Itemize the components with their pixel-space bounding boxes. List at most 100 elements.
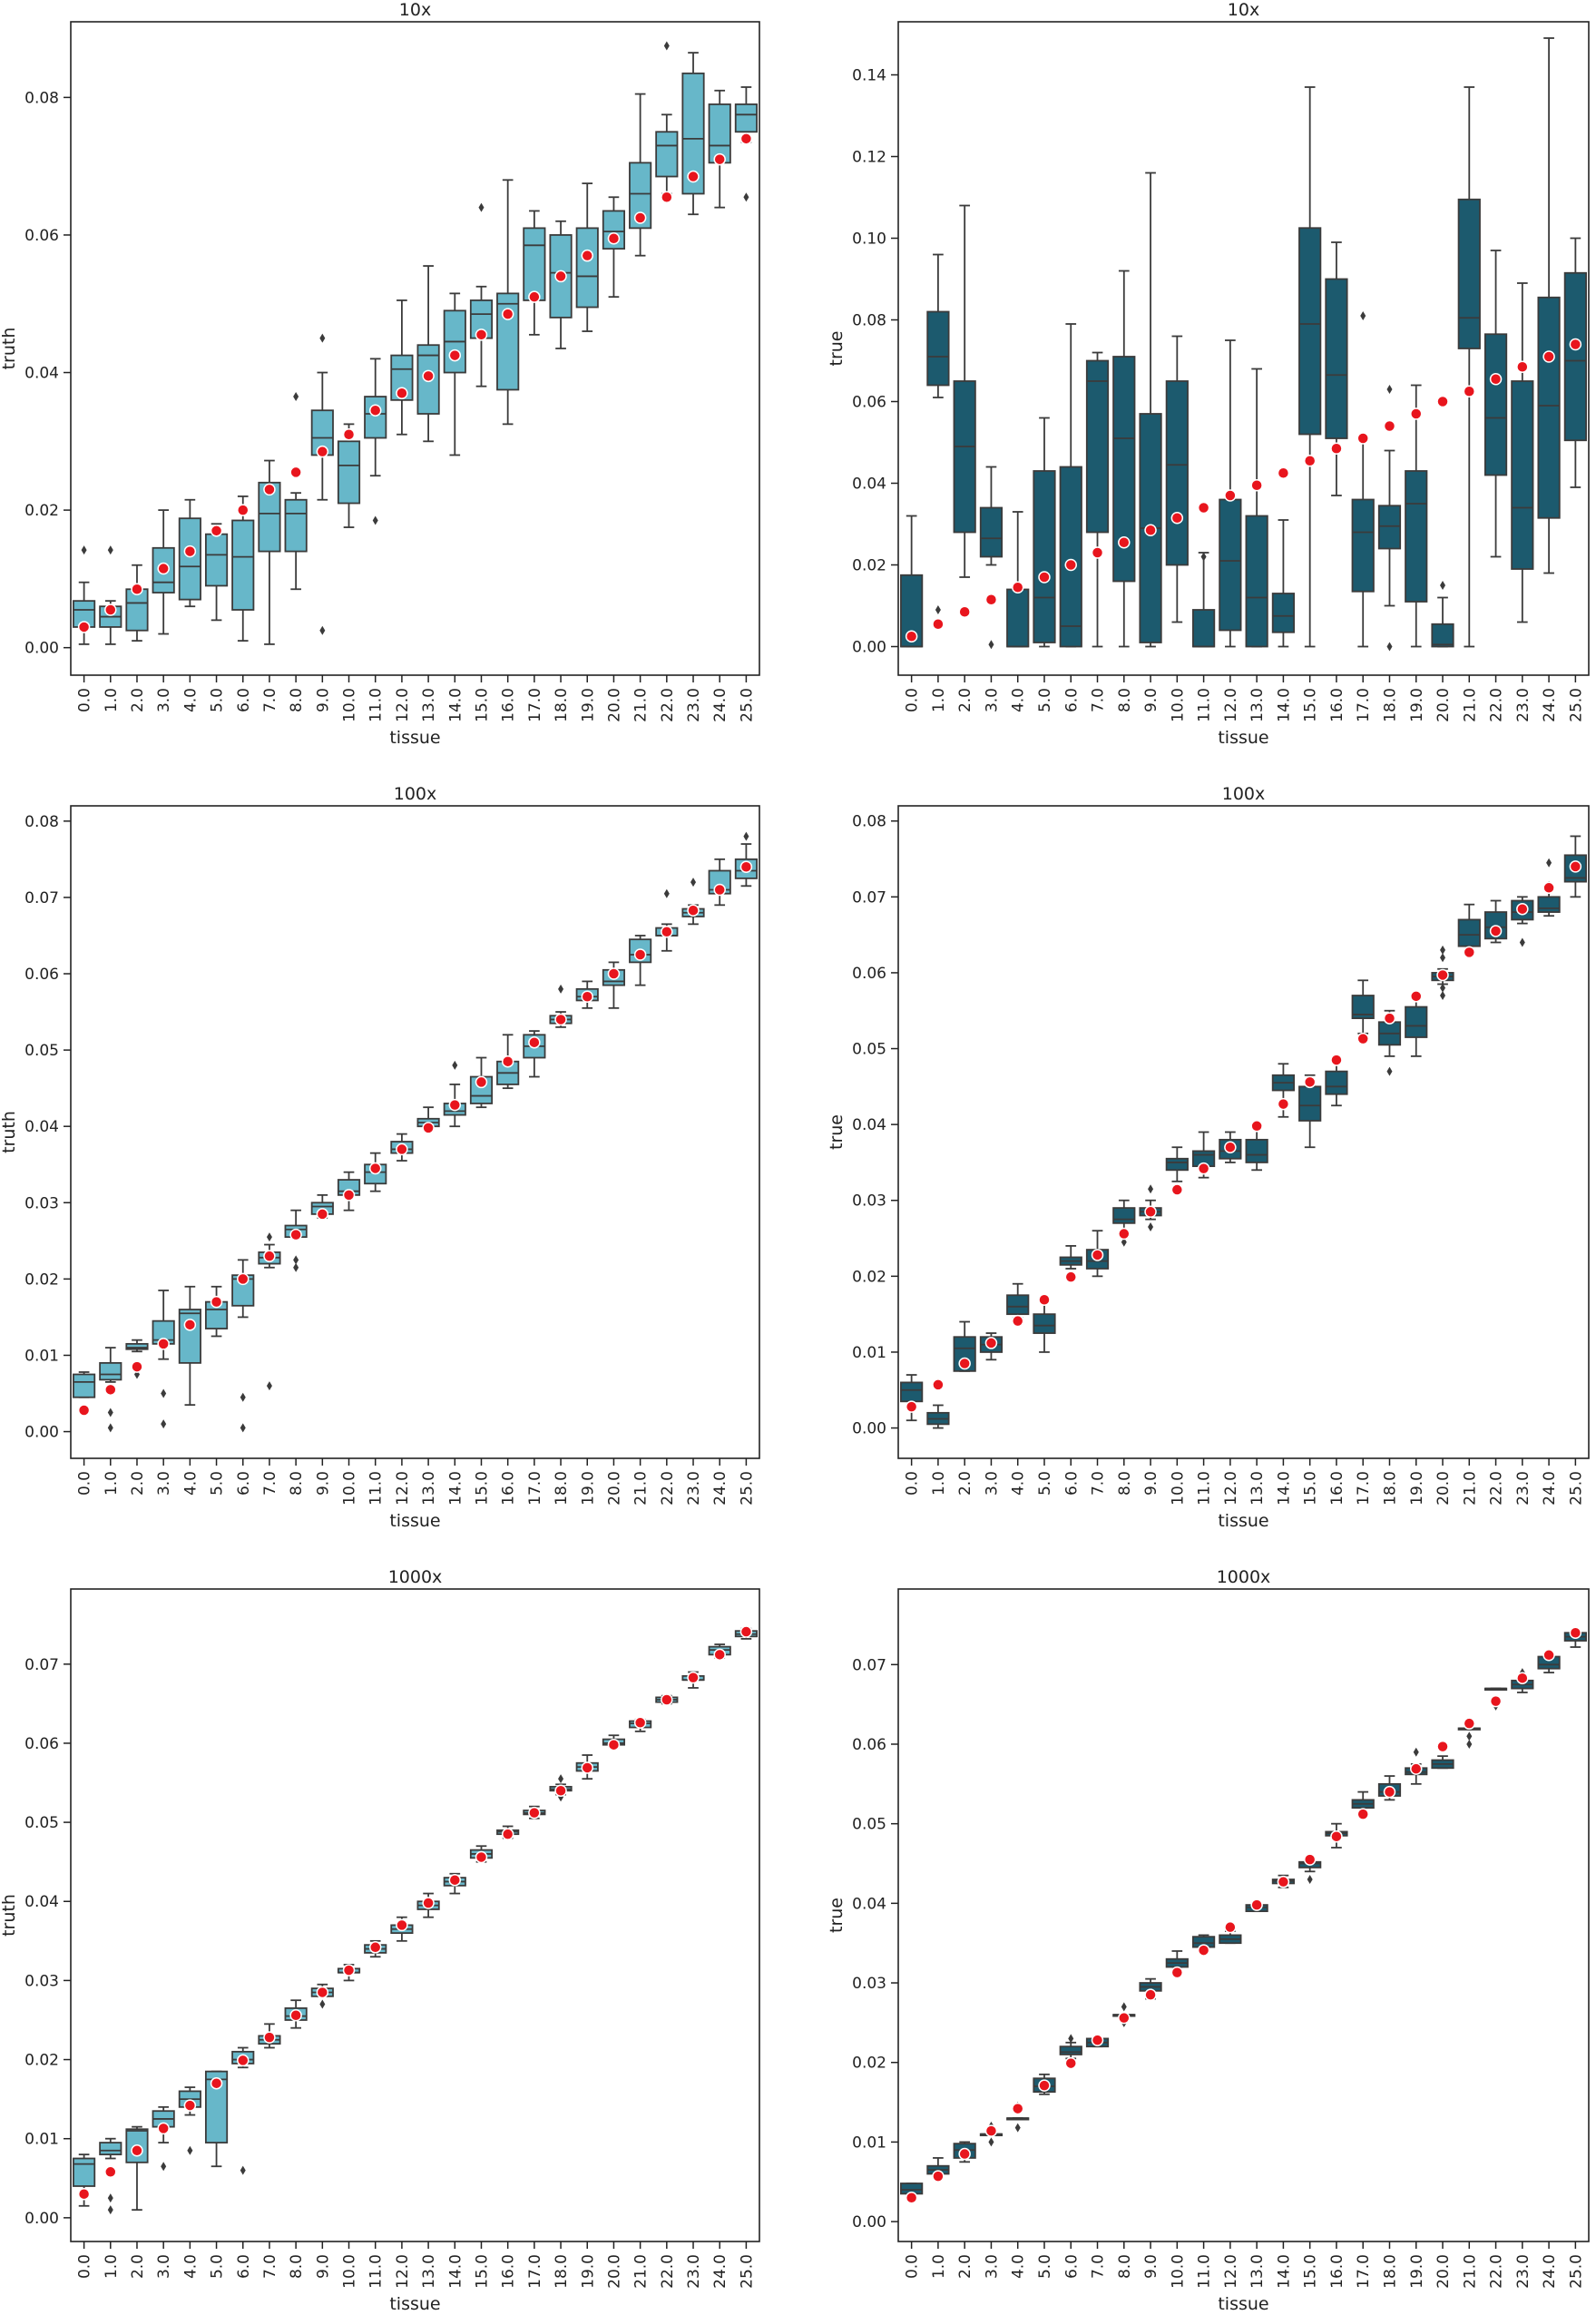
x-tick-label: 8.0 [1116, 688, 1134, 712]
box-0.0 [73, 1371, 96, 1398]
mean-marker [633, 211, 647, 224]
x-tick-label: 11.0 [1196, 2254, 1214, 2289]
box-iqr [1112, 1207, 1136, 1224]
box-17.0 [1351, 311, 1375, 648]
x-tick-label: 15.0 [473, 2254, 491, 2289]
outlier-point [988, 2137, 994, 2147]
mean-marker [958, 1357, 971, 1370]
x-tick-label: 4.0 [181, 688, 200, 712]
box-iqr [1033, 1313, 1056, 1334]
box-4.0 [1006, 1282, 1030, 1319]
box-iqr [1245, 1138, 1268, 1163]
y-tick-label: 0.02 [852, 2055, 886, 2073]
x-tick-label: 19.0 [579, 688, 597, 722]
outlier-point [293, 1255, 299, 1265]
x-tick-label: 11.0 [1196, 688, 1214, 722]
y-tick-label: 0.07 [24, 889, 59, 907]
box-iqr [73, 2157, 96, 2187]
mean-marker [396, 1143, 408, 1156]
box-iqr [73, 1373, 96, 1398]
mean-marker [1303, 455, 1317, 467]
box-iqr [1219, 498, 1242, 632]
x-tick-label: 4.0 [181, 1471, 200, 1496]
x-axis-title: tissue [1218, 2294, 1268, 2314]
x-tick-label: 24.0 [711, 2254, 729, 2289]
y-tick-label: 0.02 [24, 502, 59, 520]
mean-marker [237, 1272, 250, 1286]
outlier-point [1546, 858, 1552, 868]
box-7.0 [1085, 351, 1110, 648]
x-tick-label: 13.0 [1248, 2254, 1267, 2289]
x-tick-label: 21.0 [1461, 688, 1479, 722]
x-tick-label: 5.0 [1036, 688, 1054, 712]
mean-marker [905, 630, 918, 643]
outlier-point [187, 2145, 193, 2155]
outlier-point [663, 888, 670, 898]
box-iqr [1325, 278, 1348, 439]
y-axis-title: truth [0, 1894, 19, 1937]
x-tick-label: 20.0 [605, 2254, 623, 2289]
y-tick-label: 0.00 [24, 1424, 59, 1442]
box-10.0 [1165, 335, 1189, 623]
box-0.0 [73, 545, 96, 645]
mean-marker [237, 504, 250, 516]
x-tick-label: 4.0 [181, 2254, 200, 2279]
box-iqr [125, 588, 149, 632]
mean-marker [501, 1828, 514, 1840]
y-tick-label: 0.07 [852, 1656, 886, 1674]
mean-marker [1224, 1141, 1237, 1153]
box-iqr [204, 2070, 229, 2143]
mean-marker [1410, 407, 1423, 420]
y-tick-label: 0.00 [24, 2210, 59, 2228]
mean-marker [528, 1806, 541, 1820]
x-tick-label: 15.0 [1302, 688, 1320, 722]
mean-marker [581, 1761, 593, 1774]
y-axis-title: true [827, 1114, 847, 1150]
mean-marker [1224, 1920, 1237, 1934]
x-tick-label: 16.0 [500, 2254, 518, 2289]
box-1.0 [99, 545, 122, 645]
mean-marker [739, 132, 753, 145]
y-tick-label: 0.06 [852, 965, 886, 983]
box-2.0 [953, 204, 976, 578]
box-iqr [734, 103, 758, 133]
box-16.0 [1325, 241, 1348, 496]
mean-marker [263, 483, 276, 496]
x-tick-label: 8.0 [288, 688, 306, 712]
mean-marker [1463, 385, 1476, 397]
box-9.0 [1139, 172, 1162, 648]
x-tick-label: 5.0 [209, 2254, 227, 2279]
box-iqr [681, 72, 705, 195]
box-5.0 [204, 2070, 229, 2168]
box-15.0 [1298, 1074, 1322, 1149]
box-6.0 [231, 1259, 255, 1433]
plot-frame [70, 1588, 760, 2242]
outlier-point [935, 605, 941, 614]
mean-marker [448, 1873, 462, 1887]
box-iqr [1112, 356, 1136, 583]
x-tick-label: 7.0 [1090, 2254, 1108, 2279]
x-tick-label: 3.0 [983, 1471, 1001, 1496]
x-tick-label: 25.0 [738, 688, 756, 722]
x-tick-label: 3.0 [155, 2254, 173, 2279]
x-tick-label: 25.0 [1567, 2254, 1585, 2289]
x-tick-label: 16.0 [500, 688, 518, 722]
mean-marker [1542, 350, 1555, 363]
mean-marker [157, 562, 170, 575]
x-tick-label: 11.0 [367, 1471, 386, 1506]
outlier-point [266, 1232, 272, 1242]
mean-marker [1489, 925, 1503, 937]
x-tick-label: 2.0 [129, 688, 147, 712]
mean-marker [422, 369, 435, 383]
mean-marker [475, 1075, 488, 1089]
outlier-point [107, 1408, 113, 1417]
outlier-point [1386, 1066, 1393, 1076]
x-tick-label: 17.0 [1355, 688, 1373, 722]
mean-marker [1011, 1314, 1024, 1328]
box-0.0 [900, 515, 924, 648]
y-tick-label: 0.00 [24, 640, 59, 658]
mean-marker [1410, 1762, 1423, 1775]
mean-marker [1091, 1249, 1104, 1261]
box-18.0 [1377, 385, 1402, 652]
y-tick-label: 0.00 [852, 639, 886, 657]
